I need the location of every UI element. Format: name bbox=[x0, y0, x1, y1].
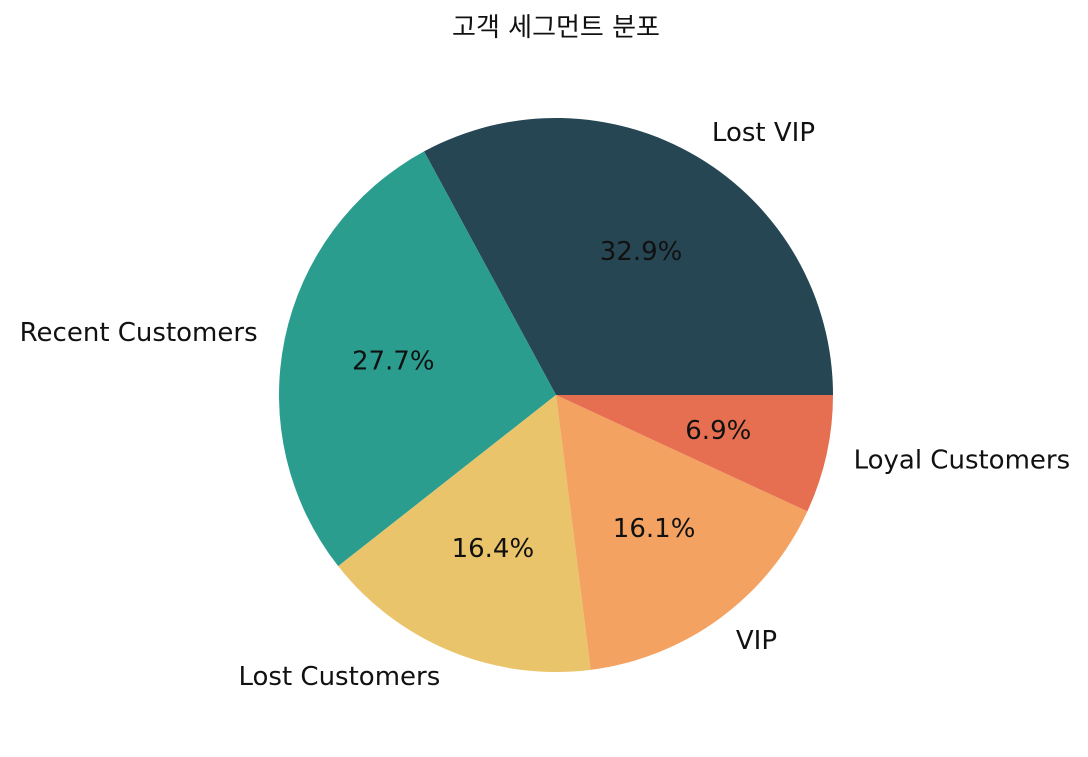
pie-category-label: Recent Customers bbox=[20, 318, 258, 348]
pie-category-label: Lost Customers bbox=[238, 662, 440, 692]
pie-slices bbox=[279, 118, 833, 672]
pie-category-label: Loyal Customers bbox=[854, 446, 1071, 476]
pie-category-label: Lost VIP bbox=[712, 118, 815, 148]
pie-value-label: 27.7% bbox=[352, 346, 435, 376]
pie-category-label: VIP bbox=[736, 626, 777, 656]
pie-value-label: 6.9% bbox=[685, 416, 751, 446]
pie-value-label: 32.9% bbox=[600, 237, 683, 267]
pie-value-label: 16.1% bbox=[613, 514, 696, 544]
pie-value-label: 16.4% bbox=[452, 534, 535, 564]
chart-title: 고객 세그먼트 분포 bbox=[452, 13, 660, 43]
